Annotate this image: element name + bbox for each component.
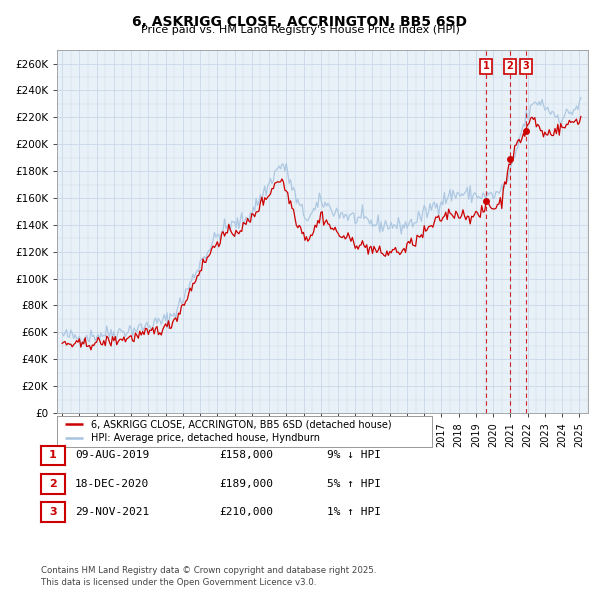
Text: 29-NOV-2021: 29-NOV-2021	[75, 507, 149, 517]
Text: 6, ASKRIGG CLOSE, ACCRINGTON, BB5 6SD (detached house): 6, ASKRIGG CLOSE, ACCRINGTON, BB5 6SD (d…	[91, 419, 391, 430]
Text: 3: 3	[49, 507, 56, 517]
Text: £189,000: £189,000	[219, 479, 273, 489]
Text: 1% ↑ HPI: 1% ↑ HPI	[327, 507, 381, 517]
Text: 6, ASKRIGG CLOSE, ACCRINGTON, BB5 6SD: 6, ASKRIGG CLOSE, ACCRINGTON, BB5 6SD	[133, 15, 467, 29]
Text: 2: 2	[506, 61, 513, 71]
Text: Price paid vs. HM Land Registry's House Price Index (HPI): Price paid vs. HM Land Registry's House …	[140, 25, 460, 35]
Text: Contains HM Land Registry data © Crown copyright and database right 2025.
This d: Contains HM Land Registry data © Crown c…	[41, 566, 376, 587]
Text: 5% ↑ HPI: 5% ↑ HPI	[327, 479, 381, 489]
Text: £158,000: £158,000	[219, 451, 273, 460]
Text: 1: 1	[49, 451, 56, 460]
Text: 9% ↓ HPI: 9% ↓ HPI	[327, 451, 381, 460]
Text: 2: 2	[49, 479, 56, 489]
Text: 09-AUG-2019: 09-AUG-2019	[75, 451, 149, 460]
Text: 3: 3	[523, 61, 529, 71]
Text: 1: 1	[483, 61, 490, 71]
Text: 18-DEC-2020: 18-DEC-2020	[75, 479, 149, 489]
Text: HPI: Average price, detached house, Hyndburn: HPI: Average price, detached house, Hynd…	[91, 433, 320, 443]
Text: £210,000: £210,000	[219, 507, 273, 517]
